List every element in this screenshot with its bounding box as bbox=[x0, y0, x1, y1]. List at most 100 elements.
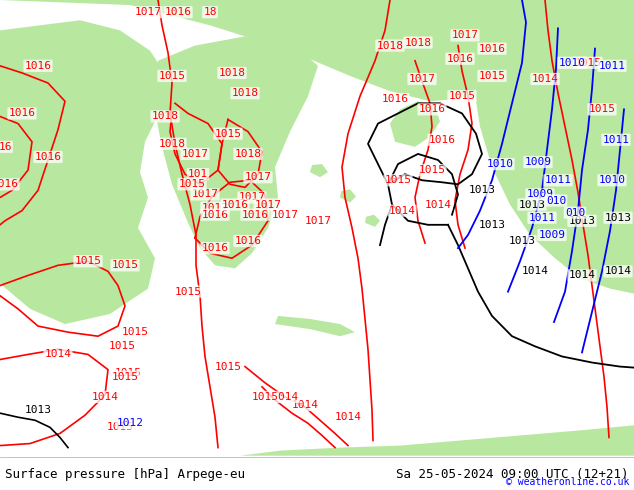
Text: 1017: 1017 bbox=[304, 216, 332, 226]
Text: 1014: 1014 bbox=[44, 349, 72, 360]
Text: 1016: 1016 bbox=[25, 61, 51, 71]
Polygon shape bbox=[0, 0, 45, 213]
Polygon shape bbox=[340, 189, 356, 202]
Text: 1015: 1015 bbox=[574, 58, 602, 68]
Text: 010: 010 bbox=[565, 208, 585, 218]
Text: 16: 16 bbox=[0, 142, 12, 152]
Text: 1017: 1017 bbox=[134, 7, 162, 17]
Text: 1014: 1014 bbox=[389, 206, 415, 216]
Text: 1016: 1016 bbox=[382, 94, 408, 104]
Polygon shape bbox=[390, 101, 440, 147]
Text: 1016: 1016 bbox=[446, 54, 474, 64]
Polygon shape bbox=[155, 35, 318, 269]
Text: 1013: 1013 bbox=[25, 405, 51, 415]
Polygon shape bbox=[365, 215, 380, 227]
Text: 1018: 1018 bbox=[231, 88, 259, 98]
Text: 1013: 1013 bbox=[604, 213, 631, 223]
Text: 1015: 1015 bbox=[75, 256, 101, 266]
Text: 1016: 1016 bbox=[418, 104, 446, 114]
Text: 18: 18 bbox=[204, 7, 217, 17]
Text: 1017: 1017 bbox=[238, 193, 266, 202]
Text: 1015: 1015 bbox=[588, 104, 616, 114]
Text: 1010: 1010 bbox=[598, 175, 626, 185]
Text: 1016: 1016 bbox=[202, 243, 228, 253]
Text: 1016: 1016 bbox=[235, 236, 261, 246]
Text: 1013: 1013 bbox=[469, 185, 496, 196]
Text: 1017: 1017 bbox=[408, 74, 436, 84]
Polygon shape bbox=[240, 425, 634, 456]
Text: 1015: 1015 bbox=[179, 179, 205, 189]
Text: 1016: 1016 bbox=[242, 210, 269, 220]
Polygon shape bbox=[472, 0, 634, 294]
Text: Sa 25-05-2024 09:00 UTC (12+21): Sa 25-05-2024 09:00 UTC (12+21) bbox=[396, 468, 629, 481]
Text: 1017: 1017 bbox=[245, 172, 271, 182]
Text: 1018: 1018 bbox=[158, 139, 186, 149]
Text: 1015: 1015 bbox=[115, 368, 141, 378]
Polygon shape bbox=[0, 20, 170, 324]
Text: 1014: 1014 bbox=[91, 392, 119, 402]
Text: 1011: 1011 bbox=[598, 61, 626, 71]
Text: 1016: 1016 bbox=[479, 44, 505, 53]
Text: 1014: 1014 bbox=[425, 199, 451, 210]
Text: 1017: 1017 bbox=[451, 30, 479, 41]
Text: 1015: 1015 bbox=[174, 287, 202, 296]
Text: 1018: 1018 bbox=[235, 149, 261, 159]
Text: 1010: 1010 bbox=[559, 58, 586, 68]
Text: 1017: 1017 bbox=[191, 190, 219, 199]
Polygon shape bbox=[0, 0, 634, 101]
Text: 1015014: 1015014 bbox=[251, 392, 299, 402]
Text: 1015: 1015 bbox=[214, 129, 242, 139]
Text: 1014: 1014 bbox=[569, 270, 595, 280]
Text: 1017: 1017 bbox=[202, 202, 228, 213]
Text: 1018: 1018 bbox=[219, 68, 245, 78]
Text: 1013: 1013 bbox=[569, 216, 595, 226]
Text: 1013: 1013 bbox=[508, 236, 536, 246]
Text: 1010: 1010 bbox=[486, 159, 514, 169]
Text: 1016: 1016 bbox=[429, 135, 455, 145]
Text: 1014: 1014 bbox=[604, 267, 631, 276]
Text: 1011: 1011 bbox=[529, 213, 555, 223]
Text: 1015: 1015 bbox=[107, 422, 134, 432]
Text: 1015: 1015 bbox=[418, 165, 446, 175]
Text: 1016: 1016 bbox=[8, 108, 36, 119]
Text: 010: 010 bbox=[546, 196, 566, 205]
Polygon shape bbox=[275, 316, 355, 336]
Text: 1011: 1011 bbox=[602, 135, 630, 145]
Text: 1009: 1009 bbox=[524, 157, 552, 167]
Text: 1014: 1014 bbox=[531, 74, 559, 84]
Text: 1015: 1015 bbox=[112, 260, 138, 270]
Text: 1015: 1015 bbox=[108, 342, 136, 351]
Polygon shape bbox=[195, 177, 268, 248]
Text: 1016: 1016 bbox=[164, 7, 191, 17]
Text: 1016: 1016 bbox=[0, 179, 18, 189]
Text: 1015: 1015 bbox=[448, 91, 476, 101]
Text: 1013: 1013 bbox=[519, 199, 545, 210]
Text: 1009: 1009 bbox=[538, 230, 566, 240]
Text: 1017: 1017 bbox=[181, 149, 209, 159]
Text: 1018: 1018 bbox=[377, 41, 403, 50]
Text: 1015: 1015 bbox=[384, 175, 411, 185]
Text: 1017: 1017 bbox=[254, 199, 281, 210]
Polygon shape bbox=[310, 164, 328, 177]
Text: 1014: 1014 bbox=[292, 400, 318, 410]
Text: 1015: 1015 bbox=[479, 71, 505, 81]
Text: 1016: 1016 bbox=[202, 210, 228, 220]
Text: 1015: 1015 bbox=[112, 372, 138, 382]
Text: 1013: 1013 bbox=[479, 220, 505, 230]
Text: 1018: 1018 bbox=[404, 38, 432, 48]
Text: 101: 101 bbox=[188, 169, 208, 179]
Text: 1016: 1016 bbox=[34, 152, 61, 162]
Text: 1009: 1009 bbox=[526, 190, 553, 199]
Text: 1015: 1015 bbox=[122, 327, 148, 337]
Text: 1011: 1011 bbox=[545, 175, 571, 185]
Text: 1015: 1015 bbox=[214, 362, 242, 371]
Text: 1012: 1012 bbox=[117, 418, 143, 428]
Text: 1015: 1015 bbox=[158, 71, 186, 81]
Text: Surface pressure [hPa] Arpege-eu: Surface pressure [hPa] Arpege-eu bbox=[5, 468, 245, 481]
Text: 1014: 1014 bbox=[522, 267, 548, 276]
Text: © weatheronline.co.uk: © weatheronline.co.uk bbox=[506, 477, 629, 487]
Text: 1017: 1017 bbox=[271, 210, 299, 220]
Text: 1014: 1014 bbox=[335, 412, 361, 422]
Text: 1018: 1018 bbox=[152, 111, 179, 122]
Text: 1016: 1016 bbox=[221, 199, 249, 210]
